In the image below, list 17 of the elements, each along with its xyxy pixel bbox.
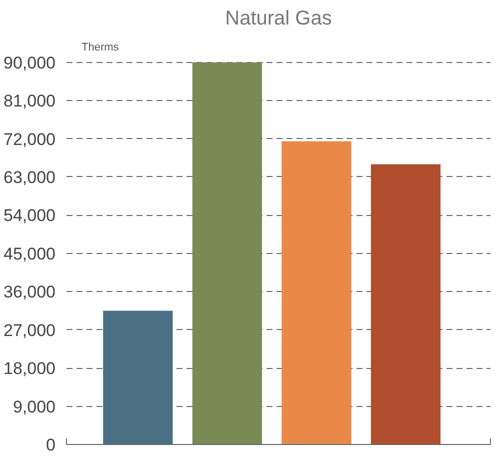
- y-tick-label: 81,000: [4, 92, 56, 111]
- y-tick-label: 54,000: [4, 206, 56, 226]
- y-tick-label: 36,000: [4, 282, 56, 302]
- y-tick-label: 18,000: [4, 359, 56, 378]
- bar: [370, 164, 441, 444]
- y-tick-label: 0: [46, 436, 56, 454]
- y-tick-label: 72,000: [4, 130, 56, 149]
- y-tick-label: 9,000: [12, 397, 56, 416]
- y-tick-label: 45,000: [4, 244, 56, 264]
- bar: [192, 62, 262, 444]
- y-tick-label: 27,000: [4, 320, 56, 340]
- y-axis-title: Therms: [82, 42, 120, 54]
- y-tick-label: 63,000: [4, 168, 56, 187]
- bar: [282, 141, 352, 444]
- y-tick-label: 90,000: [4, 53, 56, 72]
- chart-title: Natural Gas: [225, 8, 332, 30]
- bar: [103, 310, 173, 444]
